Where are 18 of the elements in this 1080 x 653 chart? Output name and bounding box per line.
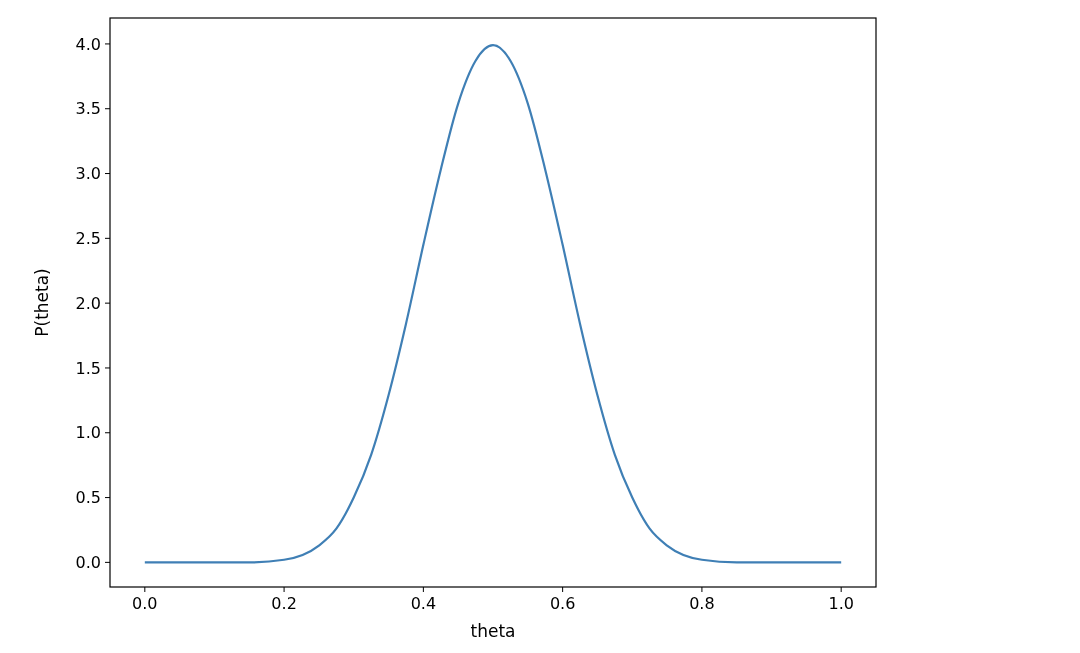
x-tick-label: 0.0 xyxy=(132,594,158,613)
y-tick-label: 0.5 xyxy=(75,488,101,508)
line-series xyxy=(143,44,843,564)
y-tick-label: 1.5 xyxy=(75,358,101,378)
x-axis-title: theta xyxy=(470,621,516,641)
y-tick-label: 4.0 xyxy=(75,34,101,54)
y-tick-label: 2.0 xyxy=(75,293,101,313)
x-tick-label: 0.2 xyxy=(271,594,297,613)
y-tick-label: 1.0 xyxy=(75,423,101,443)
y-tick-label: 3.5 xyxy=(75,99,101,119)
x-tick-label: 0.8 xyxy=(689,594,715,613)
x-tick-label: 0.4 xyxy=(410,594,437,613)
y-tick-label: 3.0 xyxy=(75,164,101,184)
x-tick-label: 0.6 xyxy=(549,594,576,613)
y-tick-label: 2.5 xyxy=(75,228,101,248)
y-tick-label: 0.0 xyxy=(75,552,101,572)
y-axis-title: P(theta) xyxy=(32,268,52,337)
x-tick-label: 1.0 xyxy=(828,594,854,613)
